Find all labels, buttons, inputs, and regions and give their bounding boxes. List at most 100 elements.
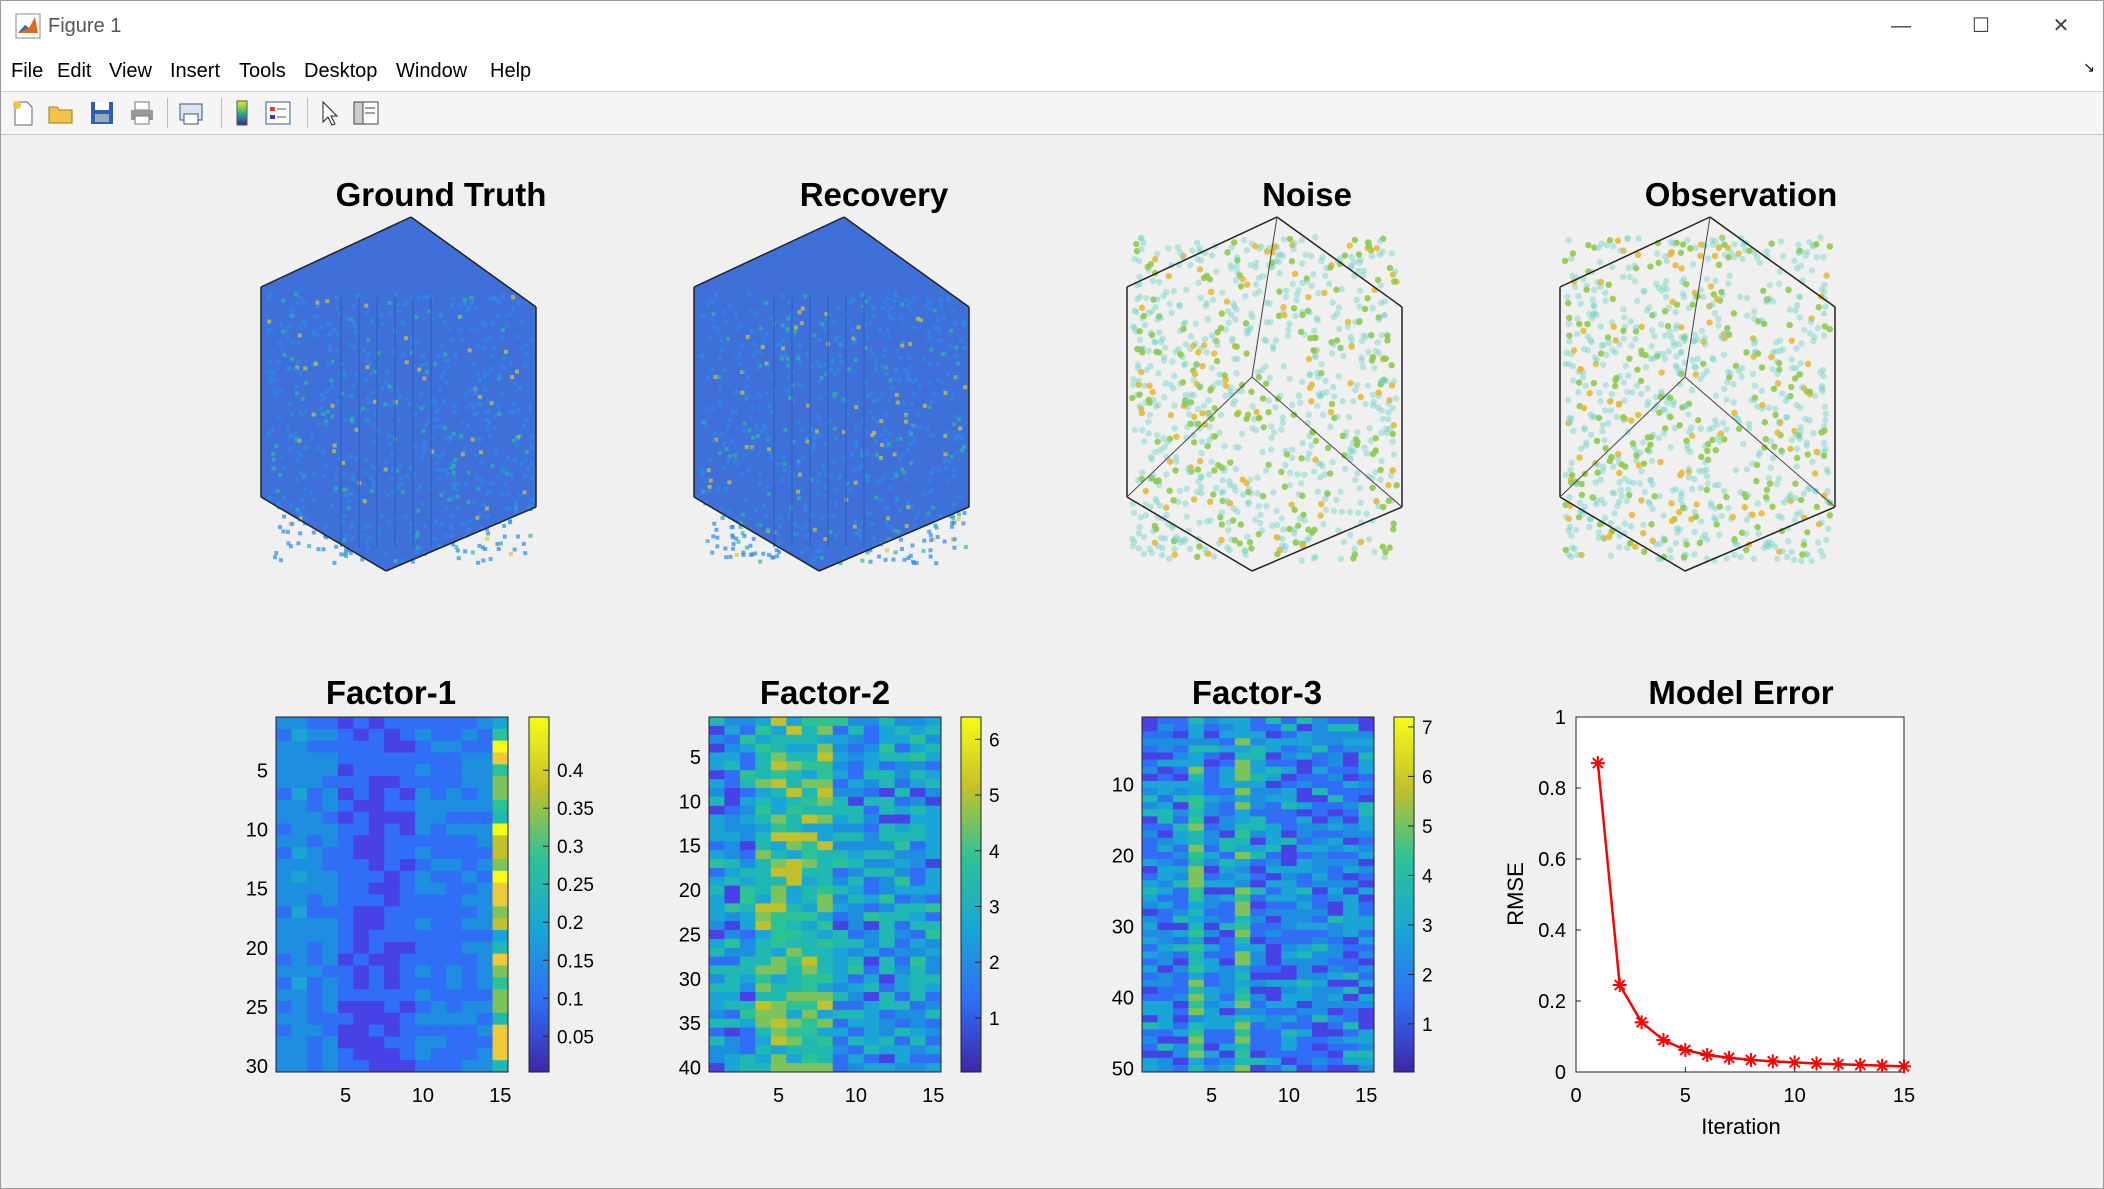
menu-help[interactable]: Help [490,60,532,82]
voxel [857,529,862,534]
point [1568,479,1575,486]
point [1737,553,1744,561]
heatmap-cell [1172,830,1189,839]
heatmap-cell [1234,717,1251,725]
heatmap-cell [801,1054,818,1064]
print-preview-icon[interactable] [176,98,206,128]
heatmap-cell [770,805,787,816]
point [1279,252,1287,260]
minimize-button[interactable]: — [1891,15,1911,37]
menu-desktop[interactable]: Desktop [304,60,378,82]
menu-tools[interactable]: Tools [239,60,286,82]
point [1145,418,1152,426]
voxel [877,554,882,559]
point [1722,251,1729,259]
heatmap-cell [1234,993,1251,1002]
point [1277,251,1284,258]
voxel [389,451,394,456]
heatmap-cell [1142,717,1158,725]
heatmap-cell [755,814,772,824]
voxel [888,378,893,383]
new-figure-icon[interactable] [8,98,38,128]
heatmap-cell [879,956,896,966]
menu-view[interactable]: View [109,60,152,82]
voxel [303,322,308,327]
voxel [316,547,321,552]
point [1772,543,1779,550]
voxel [451,431,456,436]
point [1683,237,1691,244]
point [1152,495,1159,503]
heatmap-cell [801,1063,818,1073]
voxel [424,362,429,367]
point [1750,555,1758,563]
close-button[interactable]: ✕ [2052,15,2070,37]
heatmap-cell [322,776,339,789]
heatmap-cell [492,788,509,801]
heatmap-cell [879,876,896,887]
heatmap-cell [291,823,308,836]
heatmap-cell [337,882,354,895]
voxel [323,419,328,424]
point [1694,417,1702,424]
toolbar-separator [167,98,168,128]
menu-insert[interactable]: Insert [170,60,221,82]
heatmap-cell [1281,873,1298,881]
point [1329,459,1336,466]
point [1826,325,1833,333]
save-icon[interactable] [87,98,117,128]
point [1720,351,1728,358]
heatmap-cell [1343,752,1360,761]
point [1712,446,1719,454]
point [1587,411,1594,418]
heatmap-cell [848,885,865,895]
heatmap-cell [1296,823,1313,832]
dock-arrow-icon[interactable]: ↘ [2083,59,2095,75]
voxel [267,319,272,324]
heatmap-cell [1157,851,1174,860]
heatmap-cell [492,1048,509,1061]
voxel [298,470,303,475]
point [1651,333,1658,340]
point [1148,331,1156,339]
heatmap-cell [801,867,818,878]
heatmap-cell [1281,795,1298,803]
menu-window[interactable]: Window [396,60,468,82]
pointer-icon[interactable] [314,98,344,128]
voxel [955,375,960,380]
insert-legend-icon[interactable] [263,98,293,128]
heatmap-cell [1296,795,1313,803]
voxel [354,294,359,299]
voxel [463,301,468,306]
heatmap-cell [1234,880,1251,888]
voxel [850,327,855,332]
voxel [909,309,914,314]
voxel [448,438,453,443]
voxel [297,333,302,338]
maximize-button[interactable]: ☐ [1972,15,1990,37]
voxel [882,299,887,304]
print-icon[interactable] [127,98,157,128]
point [1804,451,1812,458]
heatmap-cell [709,770,725,780]
voxel [963,345,968,350]
point [1162,288,1170,296]
open-file-icon[interactable] [46,98,76,128]
point [1677,249,1685,256]
insert-colorbar-icon[interactable] [227,98,257,128]
heatmap-cell [1203,844,1220,853]
heatmap-cell [1312,887,1329,895]
menu-edit[interactable]: Edit [57,60,92,82]
heatmap-cell [492,918,509,931]
heatmap-cell [1327,738,1344,746]
property-inspector-icon[interactable] [351,98,381,128]
point [1594,461,1602,469]
point [1590,302,1598,309]
voxel [410,559,415,564]
heatmap-cell [1172,795,1189,803]
menu-file[interactable]: File [11,60,44,82]
heatmap-cell [1327,1008,1344,1016]
point [1278,426,1285,433]
voxel [367,400,372,405]
point [1620,306,1627,313]
